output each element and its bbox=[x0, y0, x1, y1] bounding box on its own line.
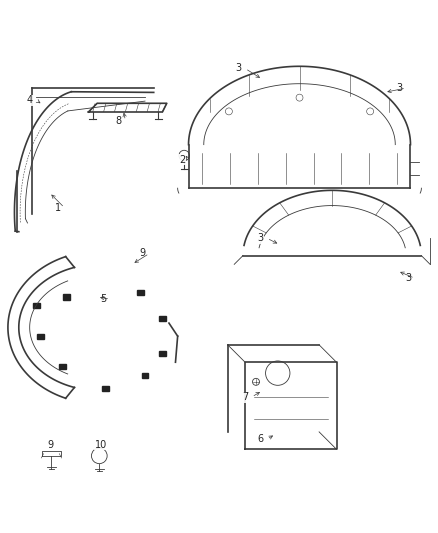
Bar bbox=[137, 290, 144, 295]
Text: 9: 9 bbox=[47, 440, 53, 450]
Text: 1: 1 bbox=[55, 203, 61, 213]
Text: 3: 3 bbox=[405, 273, 411, 283]
Text: 7: 7 bbox=[242, 392, 248, 402]
Text: 3: 3 bbox=[396, 83, 403, 93]
Bar bbox=[159, 316, 166, 321]
Bar bbox=[63, 294, 70, 300]
Text: 3: 3 bbox=[236, 63, 242, 74]
Bar bbox=[159, 351, 166, 356]
Text: 6: 6 bbox=[257, 434, 263, 445]
Text: 3: 3 bbox=[257, 233, 263, 243]
Bar bbox=[102, 386, 110, 391]
Bar bbox=[33, 303, 40, 308]
Text: 2: 2 bbox=[179, 155, 185, 165]
Text: 8: 8 bbox=[116, 116, 122, 126]
Text: 4: 4 bbox=[27, 95, 33, 105]
Bar bbox=[37, 334, 44, 339]
Bar bbox=[59, 364, 66, 369]
Text: 9: 9 bbox=[140, 248, 146, 259]
Bar bbox=[141, 373, 148, 378]
Text: 5: 5 bbox=[101, 294, 107, 304]
Text: 10: 10 bbox=[95, 440, 107, 450]
